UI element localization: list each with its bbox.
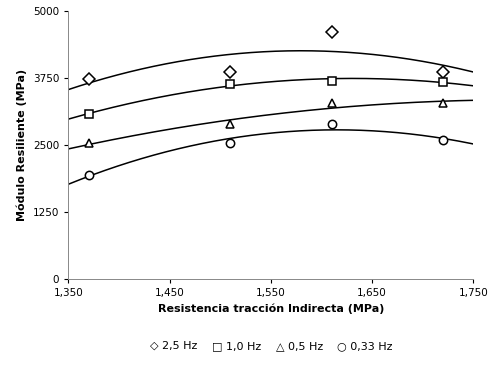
Y-axis label: Módulo Resiliente (MPa): Módulo Resiliente (MPa)	[17, 69, 27, 221]
X-axis label: Resistencia tracción Indirecta (MPa): Resistencia tracción Indirecta (MPa)	[158, 304, 384, 314]
Legend: ◇ 2,5 Hz, □ 1,0 Hz, △ 0,5 Hz, ○ 0,33 Hz: ◇ 2,5 Hz, □ 1,0 Hz, △ 0,5 Hz, ○ 0,33 Hz	[149, 341, 393, 351]
